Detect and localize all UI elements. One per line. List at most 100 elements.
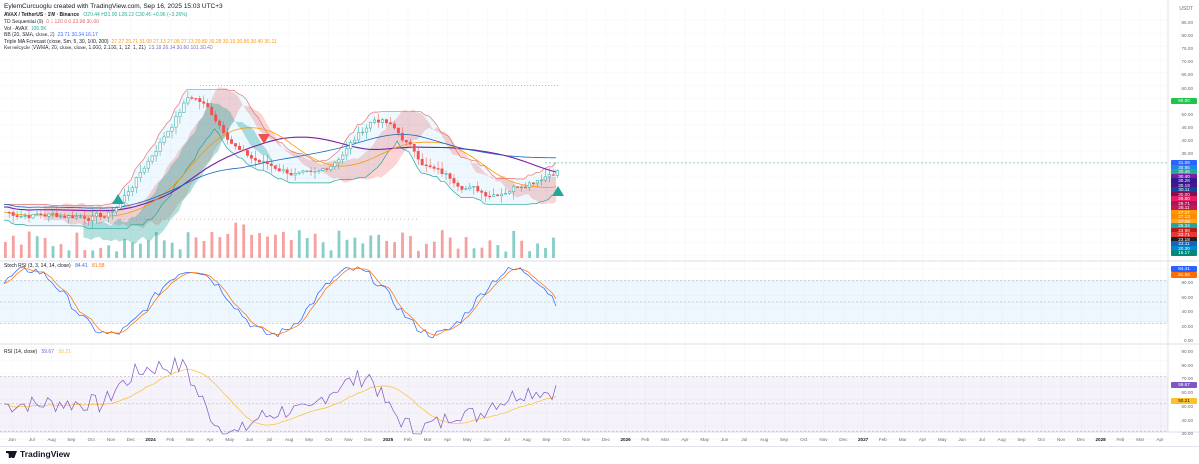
ohlc-values: O29.44 H31.00 L28.22 C30.45 +0.96 (+3.26… — [83, 12, 188, 18]
chart-canvas[interactable] — [0, 0, 1199, 446]
candle-body — [385, 119, 388, 124]
candle-body — [31, 214, 35, 219]
candle-body — [277, 168, 281, 172]
candle-body — [206, 103, 210, 108]
volume-bar — [186, 232, 190, 258]
candle-body — [122, 195, 126, 203]
volume-bar — [337, 230, 341, 258]
price-tick-label: 75.00 — [1181, 46, 1194, 52]
stoch-legend[interactable]: Stoch RSI (3, 3, 14, 14, close) 84.41 81… — [4, 263, 105, 269]
volume-bar — [353, 237, 357, 258]
candle-body — [297, 171, 301, 174]
time-tick-label: Apr — [681, 437, 689, 442]
price-tick-label: 70.00 — [1181, 59, 1194, 65]
symbol-legend[interactable]: AVAX / TetherUS · 1W · Binance O29.44 H3… — [4, 12, 187, 19]
candle-body — [214, 114, 218, 122]
price-tag: 27.08 — [1171, 218, 1197, 225]
time-tick-label: Jun — [245, 437, 254, 442]
price-tag: 30.28 — [1171, 178, 1197, 184]
stoch-k-line — [3, 266, 557, 339]
candle-body — [392, 123, 396, 129]
time-tick-label: Dec — [601, 437, 610, 442]
time-tick-label: 2025 — [382, 437, 394, 442]
candle-body — [186, 97, 190, 104]
candle-body — [539, 179, 543, 182]
indicator-legend[interactable]: Kernelcycle (VWMA, 20, close, close, 1.0… — [4, 45, 277, 52]
time-tick-label: Mar — [1136, 437, 1145, 442]
time-tick-label: Sep — [67, 437, 76, 442]
time-tick-label: Mar — [661, 437, 670, 442]
volume-bar — [472, 248, 476, 258]
candle-body — [543, 176, 547, 181]
volume-bar — [27, 231, 31, 258]
time-tick-label: 2024 — [145, 437, 156, 442]
volume-bar — [234, 222, 238, 258]
candle-body — [11, 212, 15, 216]
indicator-values: 23.18 26.34 30.60 101 30.40 — [148, 45, 213, 51]
indicator-legend[interactable]: TD Sequential (9) 0 1 120 0 0 23.98 30.00 — [4, 19, 277, 26]
time-tick-label: Jul — [978, 437, 985, 442]
stoch-d-line — [3, 268, 557, 336]
candle-body — [329, 166, 333, 170]
candle-body — [170, 126, 174, 132]
stoch-tick-label: 40.00 — [1181, 309, 1194, 315]
volume-bar — [393, 242, 396, 258]
time-tick-label: Oct — [800, 437, 808, 442]
time-tick-label: May — [462, 437, 472, 442]
indicator-name: BB (20, SMA, close, 2) — [4, 32, 55, 38]
time-tick-label: Nov — [819, 437, 828, 442]
volume-bar — [210, 232, 214, 258]
volume-bar — [361, 243, 365, 258]
volume-bar — [194, 237, 198, 258]
volume-bar — [512, 230, 516, 258]
rsi-tick-label: 40.00 — [1181, 417, 1194, 423]
indicator-name: Triple MA Forecast (close, Sm, 5, 30, 10… — [4, 38, 109, 45]
footer-bar — [0, 446, 1199, 464]
rsi-ma-line — [3, 368, 557, 426]
candle-body — [555, 170, 559, 176]
stoch-tick-label: 80.00 — [1181, 280, 1194, 286]
candle-body — [349, 142, 353, 149]
time-tick-label: Jul — [266, 437, 273, 442]
candle-body — [273, 165, 277, 169]
candle-body — [428, 165, 432, 168]
candle-body — [432, 166, 436, 169]
rsi-tick-label: 90.00 — [1181, 349, 1194, 354]
time-tick-label: Feb — [878, 437, 887, 442]
candle-body — [464, 188, 468, 190]
candle-body — [396, 127, 400, 134]
volume-bar — [345, 239, 349, 258]
volume-bar — [250, 234, 254, 258]
volume-bar — [289, 240, 293, 258]
stoch-tag: 84.41 — [1171, 266, 1197, 272]
candle-body — [341, 154, 345, 161]
candle-body — [400, 132, 404, 141]
candle-body — [361, 131, 365, 134]
indicator-legend[interactable]: BB (20, SMA, close, 2) 23.71 30.34 16.17 — [4, 32, 277, 39]
volume-bar — [35, 236, 39, 258]
candle-body — [194, 98, 198, 100]
tradingview-logo[interactable]: TradingView — [6, 449, 70, 459]
time-tick-label: Mar — [186, 437, 195, 442]
volume-bar — [202, 241, 206, 258]
time-tick-label: Feb — [641, 437, 650, 442]
candle-body — [500, 193, 504, 197]
candle-body — [126, 191, 130, 196]
candle-body — [524, 186, 527, 189]
indicator-legend[interactable]: Vol · AVAX 106.5K — [4, 26, 277, 33]
bollinger-lower — [3, 128, 557, 229]
volume-bar — [178, 249, 182, 258]
candle-body — [373, 119, 376, 123]
volume-bar — [146, 240, 150, 258]
candle-body — [87, 218, 91, 221]
candle-body — [178, 112, 182, 118]
candle-body — [317, 170, 321, 172]
candle-body — [150, 155, 154, 162]
indicator-legend[interactable]: Triple MA Forecast (close, Sm, 5, 30, 10… — [4, 39, 277, 46]
candle-body — [154, 151, 158, 157]
candle-body — [91, 215, 95, 221]
candle-body — [381, 119, 384, 123]
price-tick-label: 80.00 — [1181, 33, 1194, 39]
rsi-legend[interactable]: RSI (14, close) 59.67 50.21 — [4, 349, 71, 355]
time-tick-label: Jun — [8, 437, 16, 442]
